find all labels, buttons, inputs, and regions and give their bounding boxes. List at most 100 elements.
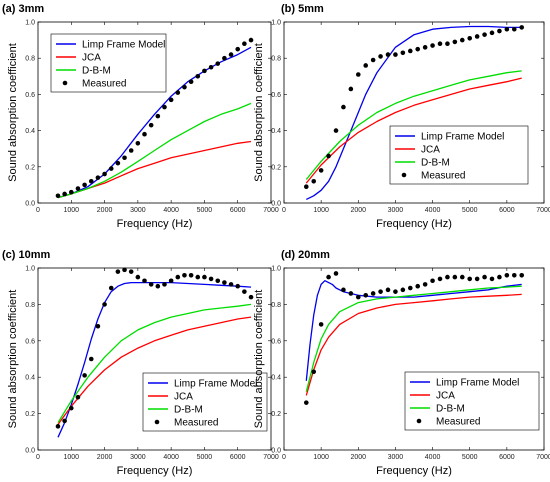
measured-point [497,274,502,280]
measured-point [430,278,435,284]
y-axis-label: Sound absorption coefficient [7,290,19,429]
y-tick-label: 0.8 [271,302,281,309]
measured-point [155,113,161,119]
measured-point [175,90,181,95]
measured-point [452,39,458,45]
measured-point [467,35,473,41]
measured-point [235,283,241,289]
plot-frame [283,267,545,451]
y-tick-label: 0.2 [25,164,35,171]
y-tick-label: 0.8 [271,56,281,63]
y-axis-label: Sound absorption coefficient [253,43,265,182]
y-tick-label: 1.0 [25,20,35,27]
measured-point [333,128,339,133]
measured-point [489,276,495,282]
measured-point [82,182,87,188]
legend-label-jca: JCA [174,392,193,403]
legend-label-limp: Limp Frame Model [82,40,165,51]
limp-series-line [57,281,252,438]
measured-point [355,294,361,300]
x-tick-label: 3000 [388,207,404,214]
y-tick-label: 1.0 [271,266,281,273]
measured-point [175,274,181,280]
measured-point [95,175,101,180]
y-tick-label: 0.2 [25,411,35,418]
y-tick-label: 0.6 [271,92,281,99]
measured-point [385,287,391,293]
legend-label-limp: Limp Frame Model [421,132,504,143]
x-tick-label: 0 [282,454,286,461]
measured-point [248,37,254,43]
measured-point [482,274,487,280]
measured-point [348,291,354,296]
legend-label-jca: JCA [421,145,440,156]
legend: Limp Frame Model JCA D-B-M Measured [50,33,167,93]
measured-point [370,57,376,63]
x-tick-label: 4000 [425,207,441,214]
measured-point [326,274,331,280]
x-tick-label: 3000 [130,454,146,461]
jca-series-line [57,316,252,425]
measured-point [459,274,465,280]
measured-point [88,178,94,184]
x-tick-label: 0 [282,207,286,214]
measured-point [188,272,194,278]
legend-label-limp: Limp Frame Model [436,378,519,389]
measured-point [519,272,525,278]
measured-point [162,282,167,287]
limp-series-line [306,25,522,200]
measured-point [303,184,309,190]
measured-point [148,282,154,287]
measured-point [235,46,241,52]
measured-point [228,282,234,287]
x-tick-label: 4000 [163,454,179,461]
dbm-series-line [57,102,252,199]
x-tick-label: 3000 [130,207,146,214]
legend-marker-measured [401,172,407,178]
x-tick-label: 3000 [388,454,404,461]
measured-point [504,272,510,278]
legend-label-measured: Measured [82,79,126,90]
legend-label-limp: Limp Frame Model [174,379,257,390]
measured-point [311,369,317,375]
x-tick-label: 4000 [163,207,179,214]
measured-point [75,394,81,400]
measured-point [385,52,391,57]
x-tick-label: 1000 [63,454,79,461]
dbm-series-line [305,70,522,180]
legend: Limp Frame Model JCA D-B-M Measured [142,372,268,432]
measured-point [82,373,87,378]
measured-point [102,171,107,177]
measured-point [326,153,331,159]
y-tick-label: 0.2 [271,411,281,418]
measured-point [68,405,74,411]
x-axis-label: Frequency (Hz) [117,465,193,477]
y-tick-label: 0.6 [271,338,281,345]
measured-point [430,43,435,48]
measured-point [148,122,154,128]
legend-label-dbm: D-B-M [82,66,111,77]
measured-point [474,34,480,39]
x-tick-label: 1000 [313,207,329,214]
measured-point [142,278,147,284]
measured-point [341,287,346,293]
x-tick-label: 5000 [462,207,478,214]
measured-point [135,274,141,280]
x-tick-label: 5000 [197,207,213,214]
x-tick-label: 4000 [425,454,441,461]
y-tick-label: 0.8 [25,302,35,309]
measured-point [135,140,141,146]
x-tick-label: 2000 [97,207,113,214]
x-tick-label: 2000 [350,454,366,461]
measured-point [407,285,413,291]
measured-point [62,191,67,197]
measured-point [445,41,450,47]
measured-point [195,274,201,280]
legend-label-dbm: D-B-M [174,405,203,416]
measured-point [415,283,421,289]
measured-point [248,294,254,300]
y-tick-label: 1.0 [271,20,281,27]
